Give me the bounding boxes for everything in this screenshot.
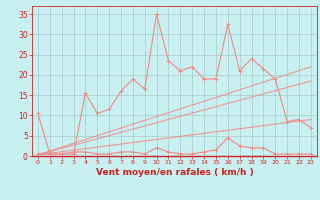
X-axis label: Vent moyen/en rafales ( km/h ): Vent moyen/en rafales ( km/h ) [96,168,253,177]
